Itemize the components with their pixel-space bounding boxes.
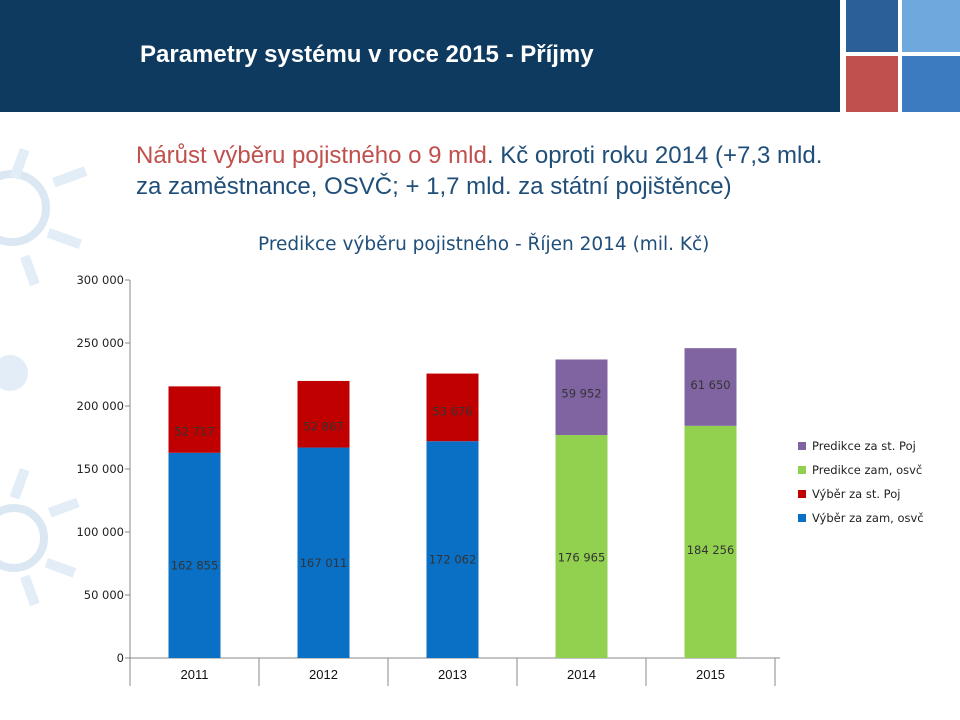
header-bar: Parametry systému v roce 2015 - Příjmy [0, 0, 840, 112]
data-label: 184 256 [687, 543, 735, 557]
x-tick-label: 2012 [309, 667, 338, 682]
chart-legend: Predikce za st. Poj Predikce zam, osvč Výb… [798, 434, 924, 530]
decor-tile [902, 56, 960, 112]
data-label: 53 676 [432, 404, 472, 418]
legend-label: Výběr za zam, osvč [812, 511, 924, 525]
data-label: 162 855 [171, 558, 219, 572]
legend-swatch [798, 490, 806, 498]
bar-segment [426, 373, 479, 442]
y-tick-label: 250 000 [76, 336, 124, 350]
legend-swatch [798, 442, 806, 450]
decorative-sun-graphic [0, 148, 88, 607]
bar-segment [426, 441, 479, 658]
headline-highlight: Nárůst výběru pojistného o 9 mld [136, 142, 487, 169]
x-tick-label: 2011 [181, 667, 209, 682]
x-tick-label: 2014 [567, 667, 596, 682]
legend-item: Predikce za st. Poj [798, 434, 924, 458]
data-label: 167 011 [300, 556, 348, 570]
y-tick-label: 200 000 [76, 399, 124, 413]
bar-segment [168, 452, 221, 658]
data-label: 61 650 [690, 378, 730, 392]
legend-swatch [798, 514, 806, 522]
legend-label: Predikce zam, osvč [812, 463, 923, 477]
bar-segment [684, 425, 737, 658]
data-label: 172 062 [429, 553, 477, 567]
x-tick-label: 2013 [438, 667, 467, 682]
bar-segment [297, 380, 350, 448]
data-label: 176 965 [558, 551, 606, 565]
decor-tile [846, 56, 898, 112]
decor-tile [846, 0, 898, 52]
y-tick-label: 300 000 [76, 273, 124, 287]
legend-item: Predikce zam, osvč [798, 458, 924, 482]
bar-segment [684, 348, 737, 426]
legend-label: Výběr za st. Poj [812, 487, 901, 501]
y-tick-label: 0 [117, 651, 124, 665]
decor-tile [902, 0, 960, 52]
x-tick-label: 2015 [696, 667, 725, 682]
legend-item: Výběr za st. Poj [798, 482, 924, 506]
y-tick-label: 150 000 [76, 462, 124, 476]
bar-segment [297, 447, 350, 658]
data-label: 52 867 [303, 419, 343, 433]
headline-text: Nárůst výběru pojistného o 9 mld. Kč opr… [136, 140, 836, 202]
slide-title: Parametry systému v roce 2015 - Příjmy [140, 41, 594, 68]
data-label: 52 717 [174, 425, 214, 439]
y-tick-label: 50 000 [84, 588, 124, 602]
bar-segment [555, 359, 608, 436]
legend-swatch [798, 466, 806, 474]
bar-segment [168, 386, 221, 453]
legend-label: Predikce za st. Poj [812, 439, 916, 453]
chart-title: Predikce výběru pojistného - Říjen 2014 … [258, 234, 710, 255]
bar-segment [555, 435, 608, 658]
y-tick-label: 100 000 [76, 525, 124, 539]
legend-item: Výběr za zam, osvč [798, 506, 924, 530]
headline-rest: . Kč oproti roku 2014 (+7,3 mld. za zamě… [136, 142, 823, 200]
data-label: 59 952 [561, 386, 601, 400]
